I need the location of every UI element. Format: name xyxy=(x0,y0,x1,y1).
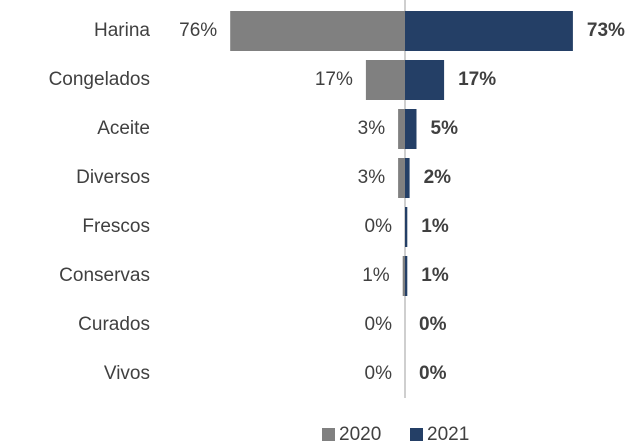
value-label: 17% xyxy=(315,69,353,90)
bar xyxy=(405,60,445,100)
category-label: Harina xyxy=(94,20,150,41)
bar xyxy=(405,11,573,51)
bar xyxy=(402,256,405,296)
category-label: Vivos xyxy=(104,363,150,384)
value-label: 73% xyxy=(587,20,625,41)
bar xyxy=(398,109,405,149)
bar xyxy=(398,158,405,198)
value-label: 0% xyxy=(419,314,447,335)
value-label: 5% xyxy=(431,118,459,139)
value-label: 2% xyxy=(424,167,452,188)
legend-label: 2021 xyxy=(427,424,469,443)
category-label: Conservas xyxy=(59,265,150,286)
legend-swatch xyxy=(410,428,423,441)
category-label: Aceite xyxy=(97,118,150,139)
category-label: Diversos xyxy=(76,167,150,188)
value-label: 0% xyxy=(365,314,393,335)
value-label: 3% xyxy=(358,167,386,188)
value-label: 76% xyxy=(179,20,217,41)
value-label: 1% xyxy=(421,265,449,286)
bar xyxy=(405,109,417,149)
value-label: 17% xyxy=(458,69,496,90)
value-label: 3% xyxy=(358,118,386,139)
value-label: 0% xyxy=(365,363,393,384)
bar xyxy=(405,158,410,198)
legend-swatch xyxy=(322,428,335,441)
category-label: Frescos xyxy=(82,216,150,237)
bar xyxy=(405,256,408,296)
value-label: 1% xyxy=(421,216,449,237)
legend-label: 2020 xyxy=(339,424,381,443)
bar xyxy=(365,60,405,100)
value-label: 1% xyxy=(362,265,390,286)
bar xyxy=(230,11,405,51)
category-label: Curados xyxy=(78,314,150,335)
category-label: Congelados xyxy=(49,69,150,90)
bar xyxy=(405,207,408,247)
value-label: 0% xyxy=(419,363,447,384)
value-label: 0% xyxy=(365,216,393,237)
